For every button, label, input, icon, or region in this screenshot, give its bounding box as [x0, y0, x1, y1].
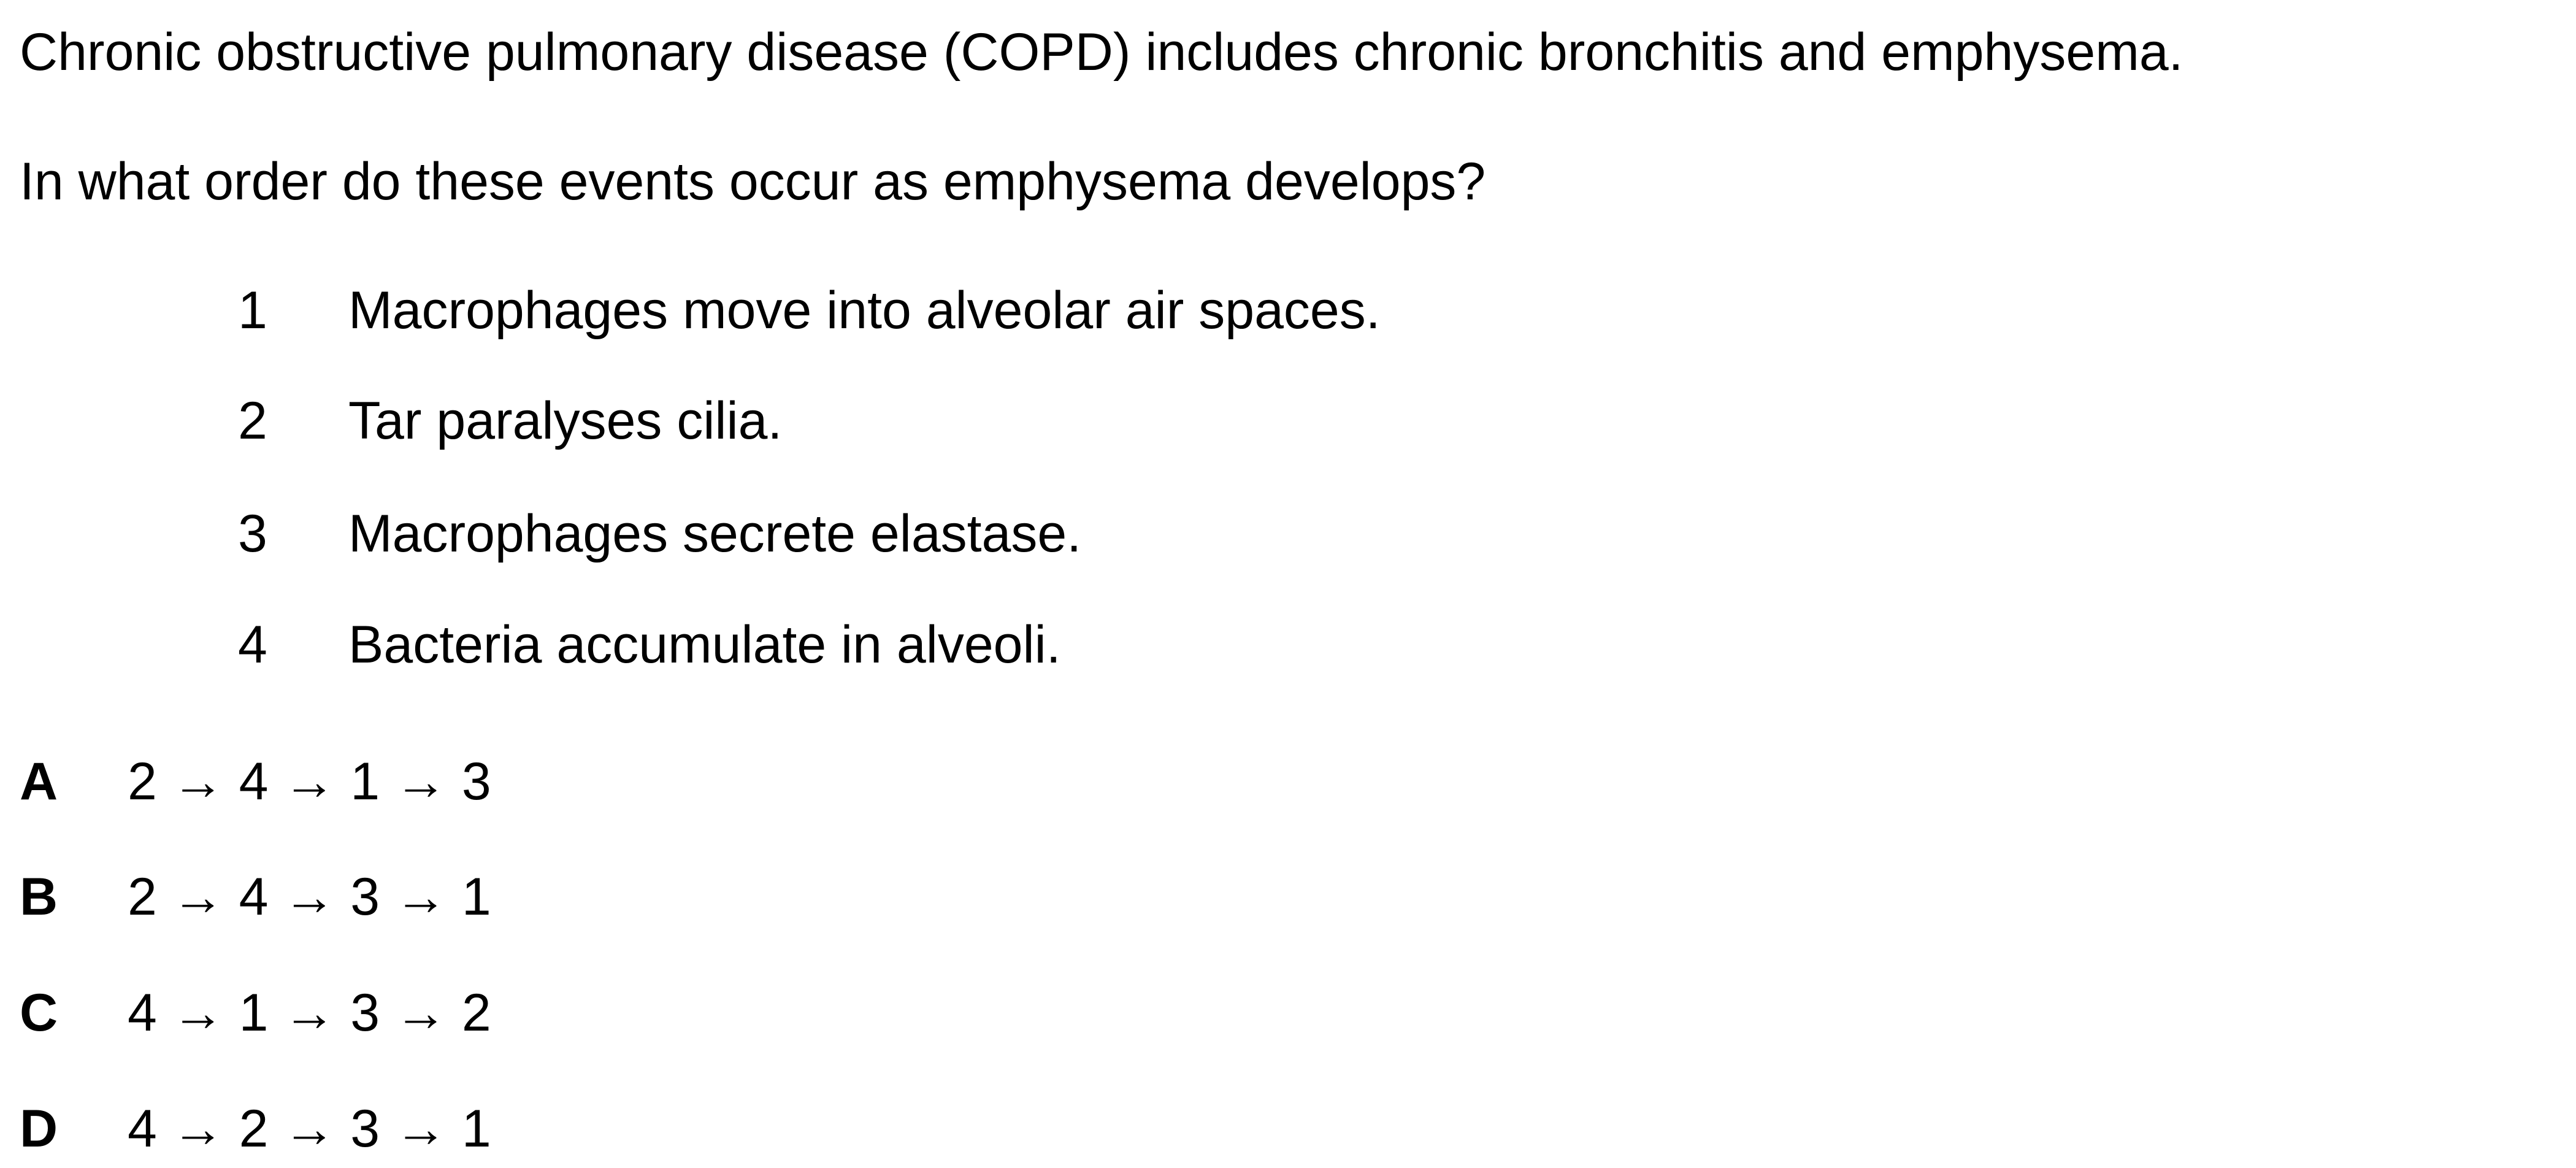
option-letter: D: [20, 1099, 58, 1158]
statement-text: Bacteria accumulate in alveoli.: [348, 615, 1061, 674]
statement-number: 1: [238, 281, 267, 340]
question-prompt: In what order do these events occur as e…: [20, 152, 1486, 211]
statement-text: Tar paralyses cilia.: [348, 391, 783, 450]
option-letter: C: [20, 983, 58, 1042]
option-letter: A: [20, 752, 58, 811]
option-sequence: 2 → 4 → 1 → 3: [128, 752, 491, 811]
statement-number: 4: [238, 615, 267, 674]
intro-text: Chronic obstructive pulmonary disease (C…: [20, 23, 2183, 82]
option-sequence: 2 → 4 → 3 → 1: [128, 867, 491, 926]
option-sequence: 4 → 1 → 3 → 2: [128, 983, 491, 1042]
option-sequence: 4 → 2 → 3 → 1: [128, 1099, 491, 1158]
statement-text: Macrophages move into alveolar air space…: [348, 281, 1381, 340]
statement-number: 3: [238, 504, 267, 563]
statement-text: Macrophages secrete elastase.: [348, 504, 1082, 563]
statement-number: 2: [238, 391, 267, 450]
option-letter: B: [20, 867, 58, 926]
